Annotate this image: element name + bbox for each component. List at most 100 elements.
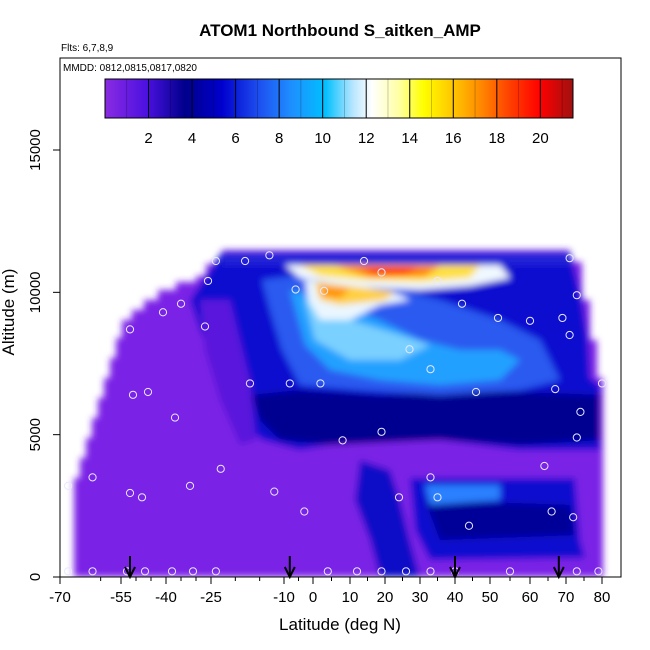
sample-point [128,390,138,399]
field-top-band [222,252,570,265]
sample-point [64,481,73,491]
sample-point [143,387,153,397]
x-tick-label: 60 [522,589,539,606]
x-tick-label: 80 [594,589,611,606]
x-tick-label: -55 [110,589,132,606]
sample-point [203,276,213,286]
sample-point [433,493,442,502]
y-tick-label: 5000 [27,418,44,451]
sample-point [211,567,220,576]
sample-point [525,316,535,325]
colorbar-ticks: 2 4 6 8 10 12 14 16 18 20 [126,79,563,147]
y-tick-label: 10000 [27,271,44,313]
y-axis-label: Altitude (m) [0,269,18,356]
x-tick-label: 0 [309,589,317,606]
sample-point [565,330,574,340]
field-left-band [200,300,256,445]
sample-point [352,567,362,576]
x-axis: -70 -55 -40 -25 -10 0 10 20 30 40 50 60 70 80 [49,577,610,606]
colorbar-tick-label: 18 [488,130,505,147]
sample-point [320,286,329,296]
sample-point [200,322,210,331]
sample-point [597,379,607,388]
sample-point [551,385,560,394]
plot-frame [59,57,622,578]
subtitle-dates: MMDD: 0812,0815,0817,0820 [63,63,197,74]
sample-point [140,567,150,576]
sample-point [401,567,411,576]
x-tick-label: -40 [155,589,177,606]
sample-point [572,567,581,576]
sample-point [565,254,574,263]
x-tick-label: 70 [558,589,575,606]
field-lower-right-light [425,485,500,505]
x-tick-label: 50 [482,589,499,606]
field-lower-blue [355,460,420,577]
sample-point [185,481,195,491]
sample-point [158,308,168,317]
sample-point [338,436,347,445]
sample-point [211,256,220,266]
sample-point [170,413,180,422]
x-tick-label: 30 [412,589,429,606]
sample-point [377,427,386,436]
sample-point [188,567,198,576]
sample-point [88,473,97,482]
field-lower-right-core [425,500,575,540]
colorbar-tick-label: 16 [445,130,462,147]
sample-point [426,473,435,482]
x-tick-label: 40 [447,589,464,606]
sample-point [300,507,309,516]
sample-point [457,299,467,308]
colorbar-tick-label: 10 [314,130,331,147]
y-tick-label: 15000 [27,129,44,171]
colorbar-tick-label: 6 [231,130,239,147]
x-tick-label: 10 [342,589,359,606]
sample-point [540,461,549,471]
sample-point [433,276,442,286]
colorbar-rect [104,78,574,119]
colorbar-tick-label: 4 [188,130,196,147]
sample-point [405,345,414,354]
y-tick-label: 0 [27,573,44,581]
colorbar-tick-label: 2 [144,130,152,147]
sample-point [285,379,294,388]
sample-point [572,291,581,300]
sample-point [505,567,515,576]
sample-point [64,567,73,576]
sample-point [569,513,578,522]
sample-point [240,256,250,266]
heatmap-field [74,250,603,577]
sample-point [88,567,97,576]
sample-point [176,299,186,308]
sample-point [377,567,386,576]
sample-point [245,379,255,388]
colorbar-tick-label: 12 [358,130,375,147]
x-tick-label: -25 [200,589,222,606]
y-axis: 0 5000 10000 15000 [27,129,60,581]
sample-point [471,387,481,397]
subtitle-flights: Flts: 6,7,8,9 [61,43,114,54]
field-dark-blue [252,390,600,445]
x-tick-label: -70 [49,589,71,606]
sample-point [216,464,225,473]
sample-point [394,493,404,502]
colorbar-tick-label: 20 [532,130,549,147]
sample-point [270,487,279,496]
sample-point [167,567,177,576]
x-tick-label: 20 [377,589,394,606]
colorbar-tick-label: 8 [275,130,283,147]
x-tick-label: -10 [273,589,295,606]
sample-point [547,507,556,516]
sample-point [125,325,135,334]
sample-point [291,285,300,294]
sample-point [125,488,135,498]
colorbar: 2 4 6 8 10 12 14 16 18 20 [104,78,574,147]
sample-point [558,313,567,323]
sample-points [64,251,607,576]
sample-point [137,493,147,502]
sample-point [426,365,435,374]
field-hot-red [360,267,420,274]
x-axis-label: Latitude (deg N) [279,615,401,634]
sample-point [572,433,581,442]
